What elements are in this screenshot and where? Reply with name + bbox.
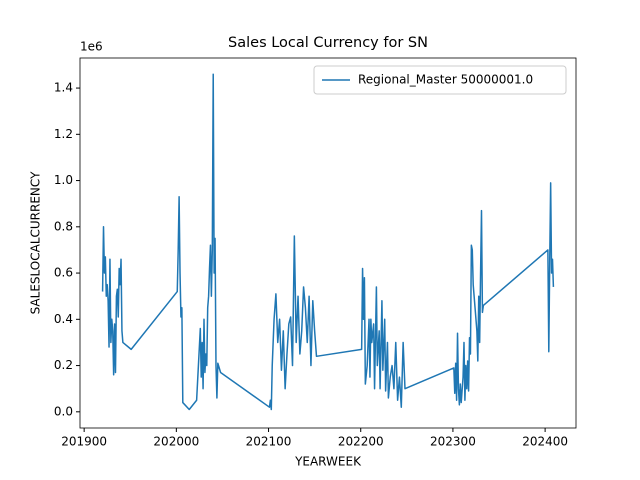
x-tick-label: 202200 [338, 435, 384, 449]
legend-box [313, 65, 567, 95]
y-tick-label: 0.8 [54, 219, 73, 233]
y-tick-label: 1.0 [54, 173, 73, 187]
y-tick-label: 0.6 [54, 266, 73, 280]
x-tick-label: 202000 [153, 435, 199, 449]
legend-label: Regional_Master 50000001.0 [358, 73, 533, 87]
y-tick-label: 0.0 [54, 404, 73, 418]
axes-frame [79, 57, 577, 429]
x-tick-label: 201900 [61, 435, 107, 449]
chart-title: Sales Local Currency for SN [228, 35, 428, 51]
y-tick-label: 1.4 [54, 81, 73, 95]
y-tick-label: 0.4 [54, 312, 73, 326]
y-tick-label: 0.2 [54, 358, 73, 372]
x-tick-label: 202100 [246, 435, 292, 449]
y-offset-label: 1e6 [80, 40, 103, 54]
x-axis-label: YEARWEEK [294, 455, 362, 469]
data-line [101, 73, 555, 411]
y-axis-label: SALESLOCALCURRENCY [29, 171, 43, 314]
x-tick-label: 202300 [430, 435, 476, 449]
y-tick-label: 1.2 [54, 127, 73, 141]
x-tick-label: 202400 [522, 435, 568, 449]
